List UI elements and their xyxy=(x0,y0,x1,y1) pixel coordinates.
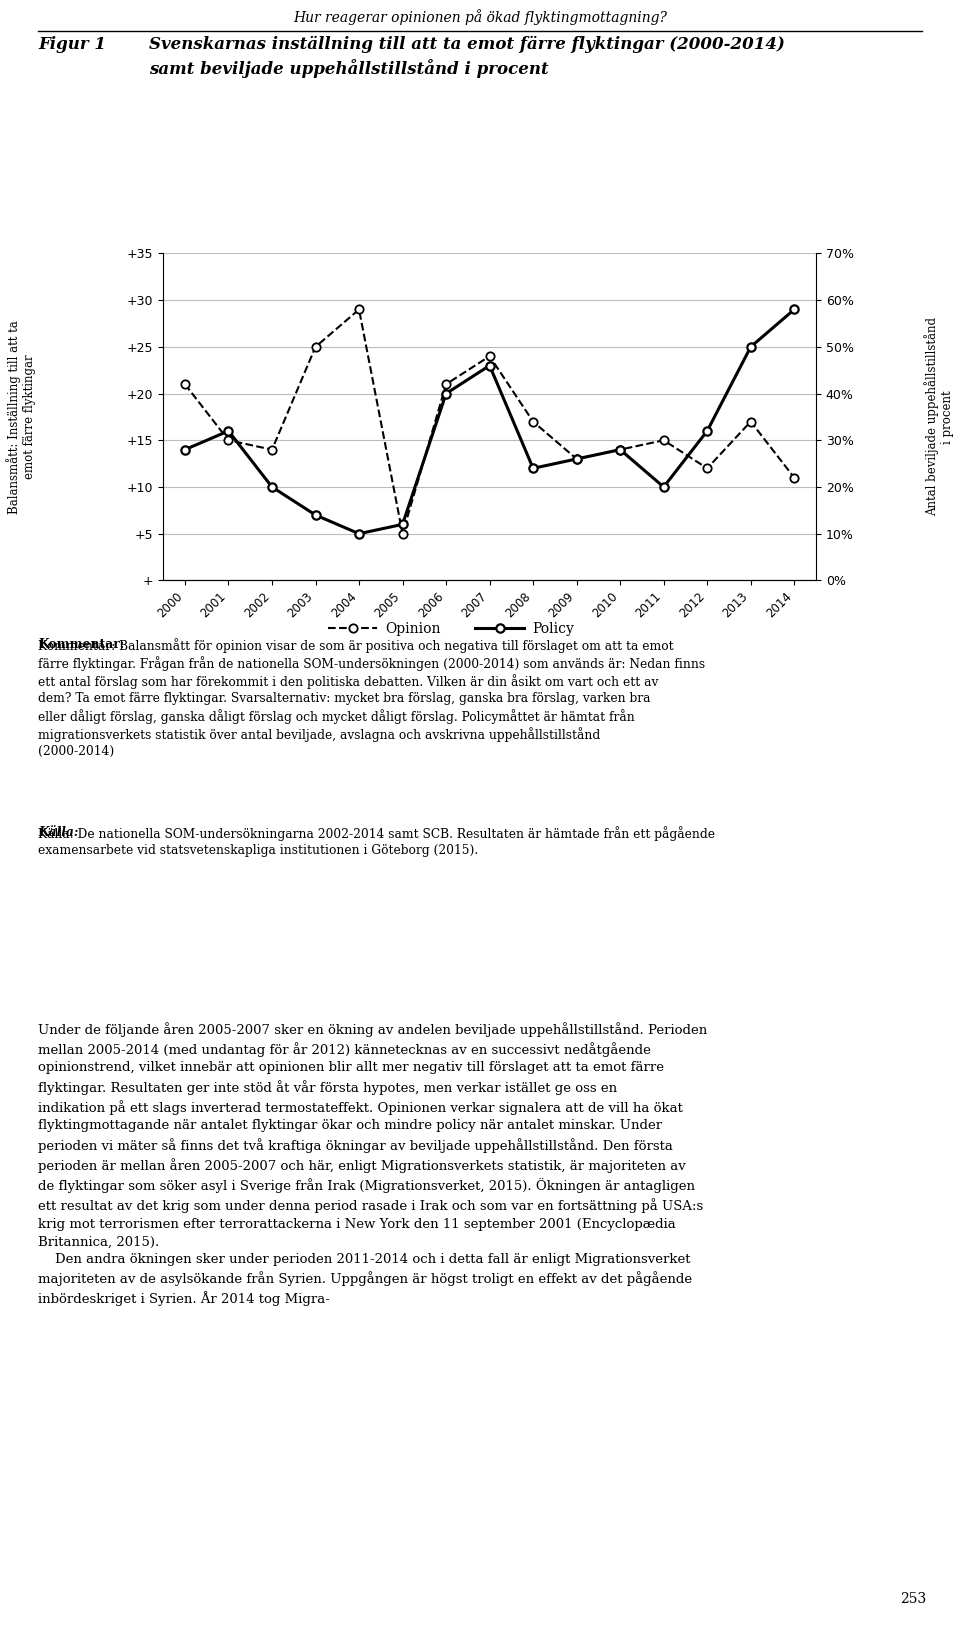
Legend: Opinion, Policy: Opinion, Policy xyxy=(323,616,580,643)
Text: Källa: De nationella SOM-undersökningarna 2002-2014 samt SCB. Resultaten är hämt: Källa: De nationella SOM-undersökningarn… xyxy=(38,826,715,857)
Text: Svenskarnas inställning till att ta emot färre flyktingar (2000-2014)
samt bevil: Svenskarnas inställning till att ta emot… xyxy=(149,36,784,78)
Text: Hur reagerar opinionen på ökad flyktingmottagning?: Hur reagerar opinionen på ökad flyktingm… xyxy=(293,8,667,25)
Text: Figur 1: Figur 1 xyxy=(38,36,107,52)
Text: Under de följande åren 2005-2007 sker en ökning av andelen beviljade uppehållsti: Under de följande åren 2005-2007 sker en… xyxy=(38,1022,708,1306)
Text: Antal beviljade uppehållstillstånd
i procent: Antal beviljade uppehållstillstånd i pro… xyxy=(924,317,954,517)
Text: Källa:: Källa: xyxy=(38,826,79,839)
Text: Balansmått: Inställning till att ta
emot färre flyktingar: Balansmått: Inställning till att ta emot… xyxy=(6,320,36,513)
Text: Kommentar: Balansmått för opinion visar de som är positiva och negativa till för: Kommentar: Balansmått för opinion visar … xyxy=(38,638,706,759)
Text: 253: 253 xyxy=(900,1591,926,1606)
Text: Kommentar:: Kommentar: xyxy=(38,638,125,651)
